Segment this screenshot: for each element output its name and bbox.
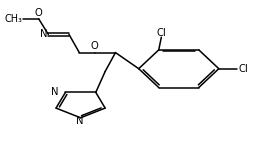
Text: N: N bbox=[51, 87, 59, 97]
Text: Cl: Cl bbox=[157, 28, 166, 38]
Text: N: N bbox=[39, 29, 47, 39]
Text: N: N bbox=[76, 116, 83, 126]
Text: O: O bbox=[91, 41, 99, 51]
Text: Cl: Cl bbox=[239, 64, 248, 74]
Text: O: O bbox=[35, 8, 43, 18]
Text: CH₃: CH₃ bbox=[4, 14, 22, 24]
